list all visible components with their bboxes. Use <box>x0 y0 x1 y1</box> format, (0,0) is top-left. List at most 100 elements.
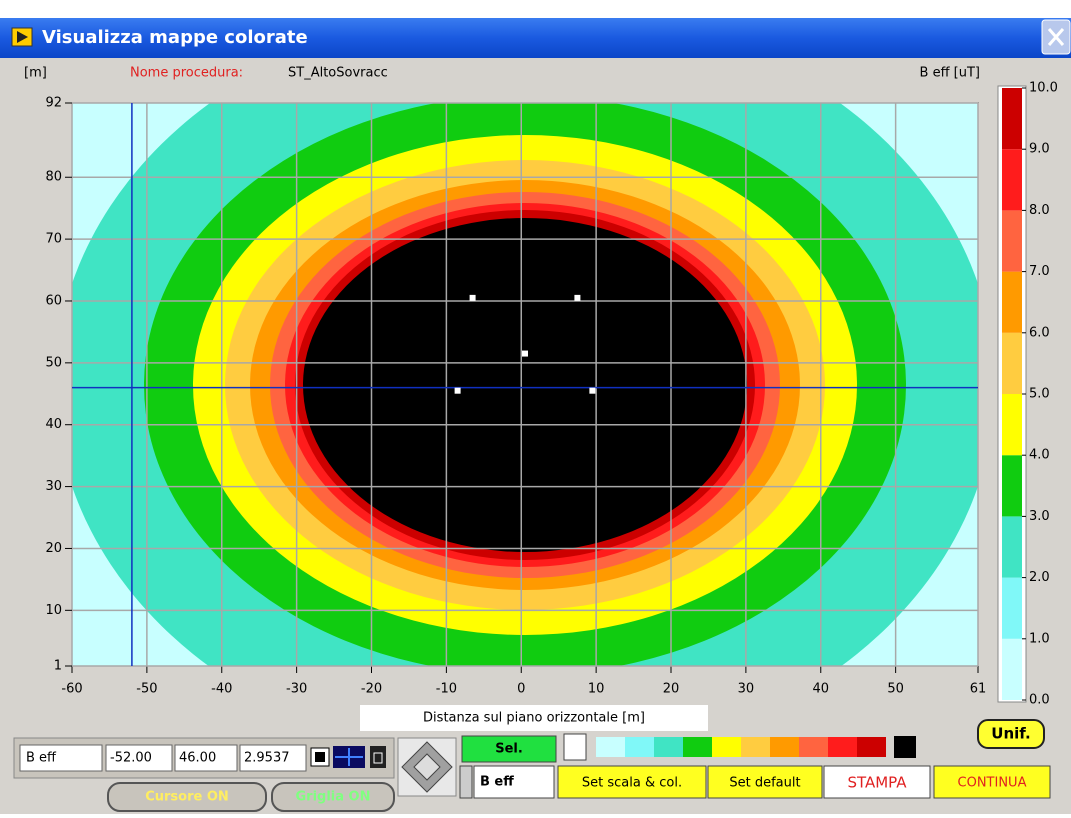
colorbar-segment <box>1002 394 1022 456</box>
app-icon-glyph <box>17 31 28 43</box>
colorbar-tick-label: 1.0 <box>1029 631 1050 646</box>
colorbar-tick-label: 7.0 <box>1029 264 1050 279</box>
strip-swatch <box>741 737 770 757</box>
readout-y: 46.00 <box>179 751 216 766</box>
source-point <box>454 387 461 394</box>
x-label-box <box>360 705 708 731</box>
y-tick-label: 92 <box>45 96 62 111</box>
x-tick-label: -60 <box>61 682 82 697</box>
procedure-name: ST_AltoSovracc <box>288 66 388 81</box>
strip-swatch <box>857 737 886 757</box>
strip-swatch <box>770 737 799 757</box>
colorbar-segment <box>1002 455 1022 517</box>
x-tick-label: -20 <box>361 682 382 697</box>
x-tick-label: -30 <box>286 682 307 697</box>
continue-button[interactable] <box>933 765 1051 799</box>
title-bar <box>0 18 1071 58</box>
strip-swatch <box>799 737 828 757</box>
cursor-toggle-label: Cursore ON <box>145 790 229 805</box>
x-tick-label: -10 <box>436 682 457 697</box>
colorbar-tick-label: 0.0 <box>1029 693 1050 708</box>
y-tick-label: 40 <box>45 417 62 432</box>
strip-swatch <box>596 737 625 757</box>
point-style-icon <box>315 752 325 762</box>
scale-label: B eff [uT] <box>920 66 980 81</box>
grid-toggle-label: Griglia ON <box>296 790 371 805</box>
set-scale-button[interactable] <box>557 765 707 799</box>
field-core <box>303 218 747 552</box>
readout-quantity: B eff <box>26 751 57 766</box>
colorbar-segment <box>1002 149 1022 211</box>
colorbar-tick-label: 10.0 <box>1029 81 1058 96</box>
readout-x: -52.00 <box>110 751 152 766</box>
grid-toggle[interactable] <box>271 782 395 812</box>
x-tick-label: -40 <box>211 682 232 697</box>
window-title: Visualizza mappe colorate <box>42 27 308 48</box>
pan-icon-inner <box>413 753 441 781</box>
colorbar-segment <box>1002 210 1022 272</box>
quantity-select-label: B eff <box>480 775 514 790</box>
y-tick-label: 70 <box>45 232 62 247</box>
y-tick-label: 10 <box>45 603 62 618</box>
x-tick-label: 0 <box>517 682 525 697</box>
strip-over-swatch <box>894 736 916 758</box>
y-tick-label: 30 <box>45 479 62 494</box>
strip-swatch <box>683 737 712 757</box>
x-axis-label: Distanza sul piano orizzontale [m] <box>423 711 645 726</box>
colorbar-segment <box>1002 88 1022 150</box>
x-tick-label: 30 <box>738 682 755 697</box>
colorbar-tick-label: 3.0 <box>1029 509 1050 524</box>
sel-label: Sel. <box>495 742 523 757</box>
cursor-style-icon <box>335 748 363 766</box>
readout-quantity-box <box>19 744 103 772</box>
readout-x-box <box>105 744 173 772</box>
lock-icon <box>373 752 383 764</box>
strip-swatch <box>654 737 683 757</box>
continue-label: CONTINUA <box>958 776 1027 791</box>
strip-swatch <box>828 737 857 757</box>
source-point <box>574 294 581 301</box>
set-default-button[interactable] <box>707 765 823 799</box>
cursor-toggle[interactable] <box>107 782 267 812</box>
colorbar-tick-label: 2.0 <box>1029 570 1050 585</box>
x-tick-label: 10 <box>588 682 605 697</box>
lock-button[interactable] <box>370 746 386 768</box>
source-point <box>522 350 528 357</box>
colorbar-tick-label: 9.0 <box>1029 142 1050 157</box>
strip-slider[interactable] <box>563 733 587 761</box>
quantity-select[interactable] <box>473 765 555 799</box>
close-icon <box>1047 28 1065 46</box>
x-tick-label: 50 <box>887 682 904 697</box>
x-tick-label: 61 <box>970 682 987 697</box>
quantity-spinner[interactable] <box>459 765 473 799</box>
unif-button[interactable] <box>977 719 1045 749</box>
readout-value-box <box>239 744 307 772</box>
y-tick-label: 60 <box>45 293 62 308</box>
source-point <box>589 387 596 394</box>
colorbar: 0.0 1.0 2.0 3.0 4.0 5.0 6.0 7.0 8.0 9.0 10.0 <box>1002 81 1058 708</box>
x-tick-label: 20 <box>663 682 680 697</box>
source-point <box>469 294 476 301</box>
procedure-label: Nome procedura: <box>130 66 243 81</box>
strip-swatch <box>625 737 654 757</box>
plot-overlay: -60 -50 -40 -30 -20 -10 0 10 20 30 40 50 61 1 10 20 30 40… <box>45 96 986 697</box>
x-tick-label: -50 <box>136 682 157 697</box>
strip-swatch <box>712 737 741 757</box>
colorbar-tick-label: 8.0 <box>1029 203 1050 218</box>
colorbar-segment <box>1002 516 1022 578</box>
y-tick-label: 1 <box>54 659 62 674</box>
x-tick-label: 40 <box>812 682 829 697</box>
unit-label: [m] <box>24 66 47 81</box>
colorbar-segment <box>1002 332 1022 394</box>
color-strip <box>596 736 916 758</box>
print-button[interactable] <box>823 765 931 799</box>
set-scale-label: Set scala & col. <box>582 776 682 791</box>
colorbar-segment <box>1002 271 1022 333</box>
colorbar-segment <box>1002 577 1022 639</box>
field-map <box>72 103 978 666</box>
print-label: STAMPA <box>847 774 907 792</box>
readout-y-box <box>174 744 238 772</box>
colorbar-tick-label: 5.0 <box>1029 387 1050 402</box>
sel-indicator <box>461 735 557 763</box>
